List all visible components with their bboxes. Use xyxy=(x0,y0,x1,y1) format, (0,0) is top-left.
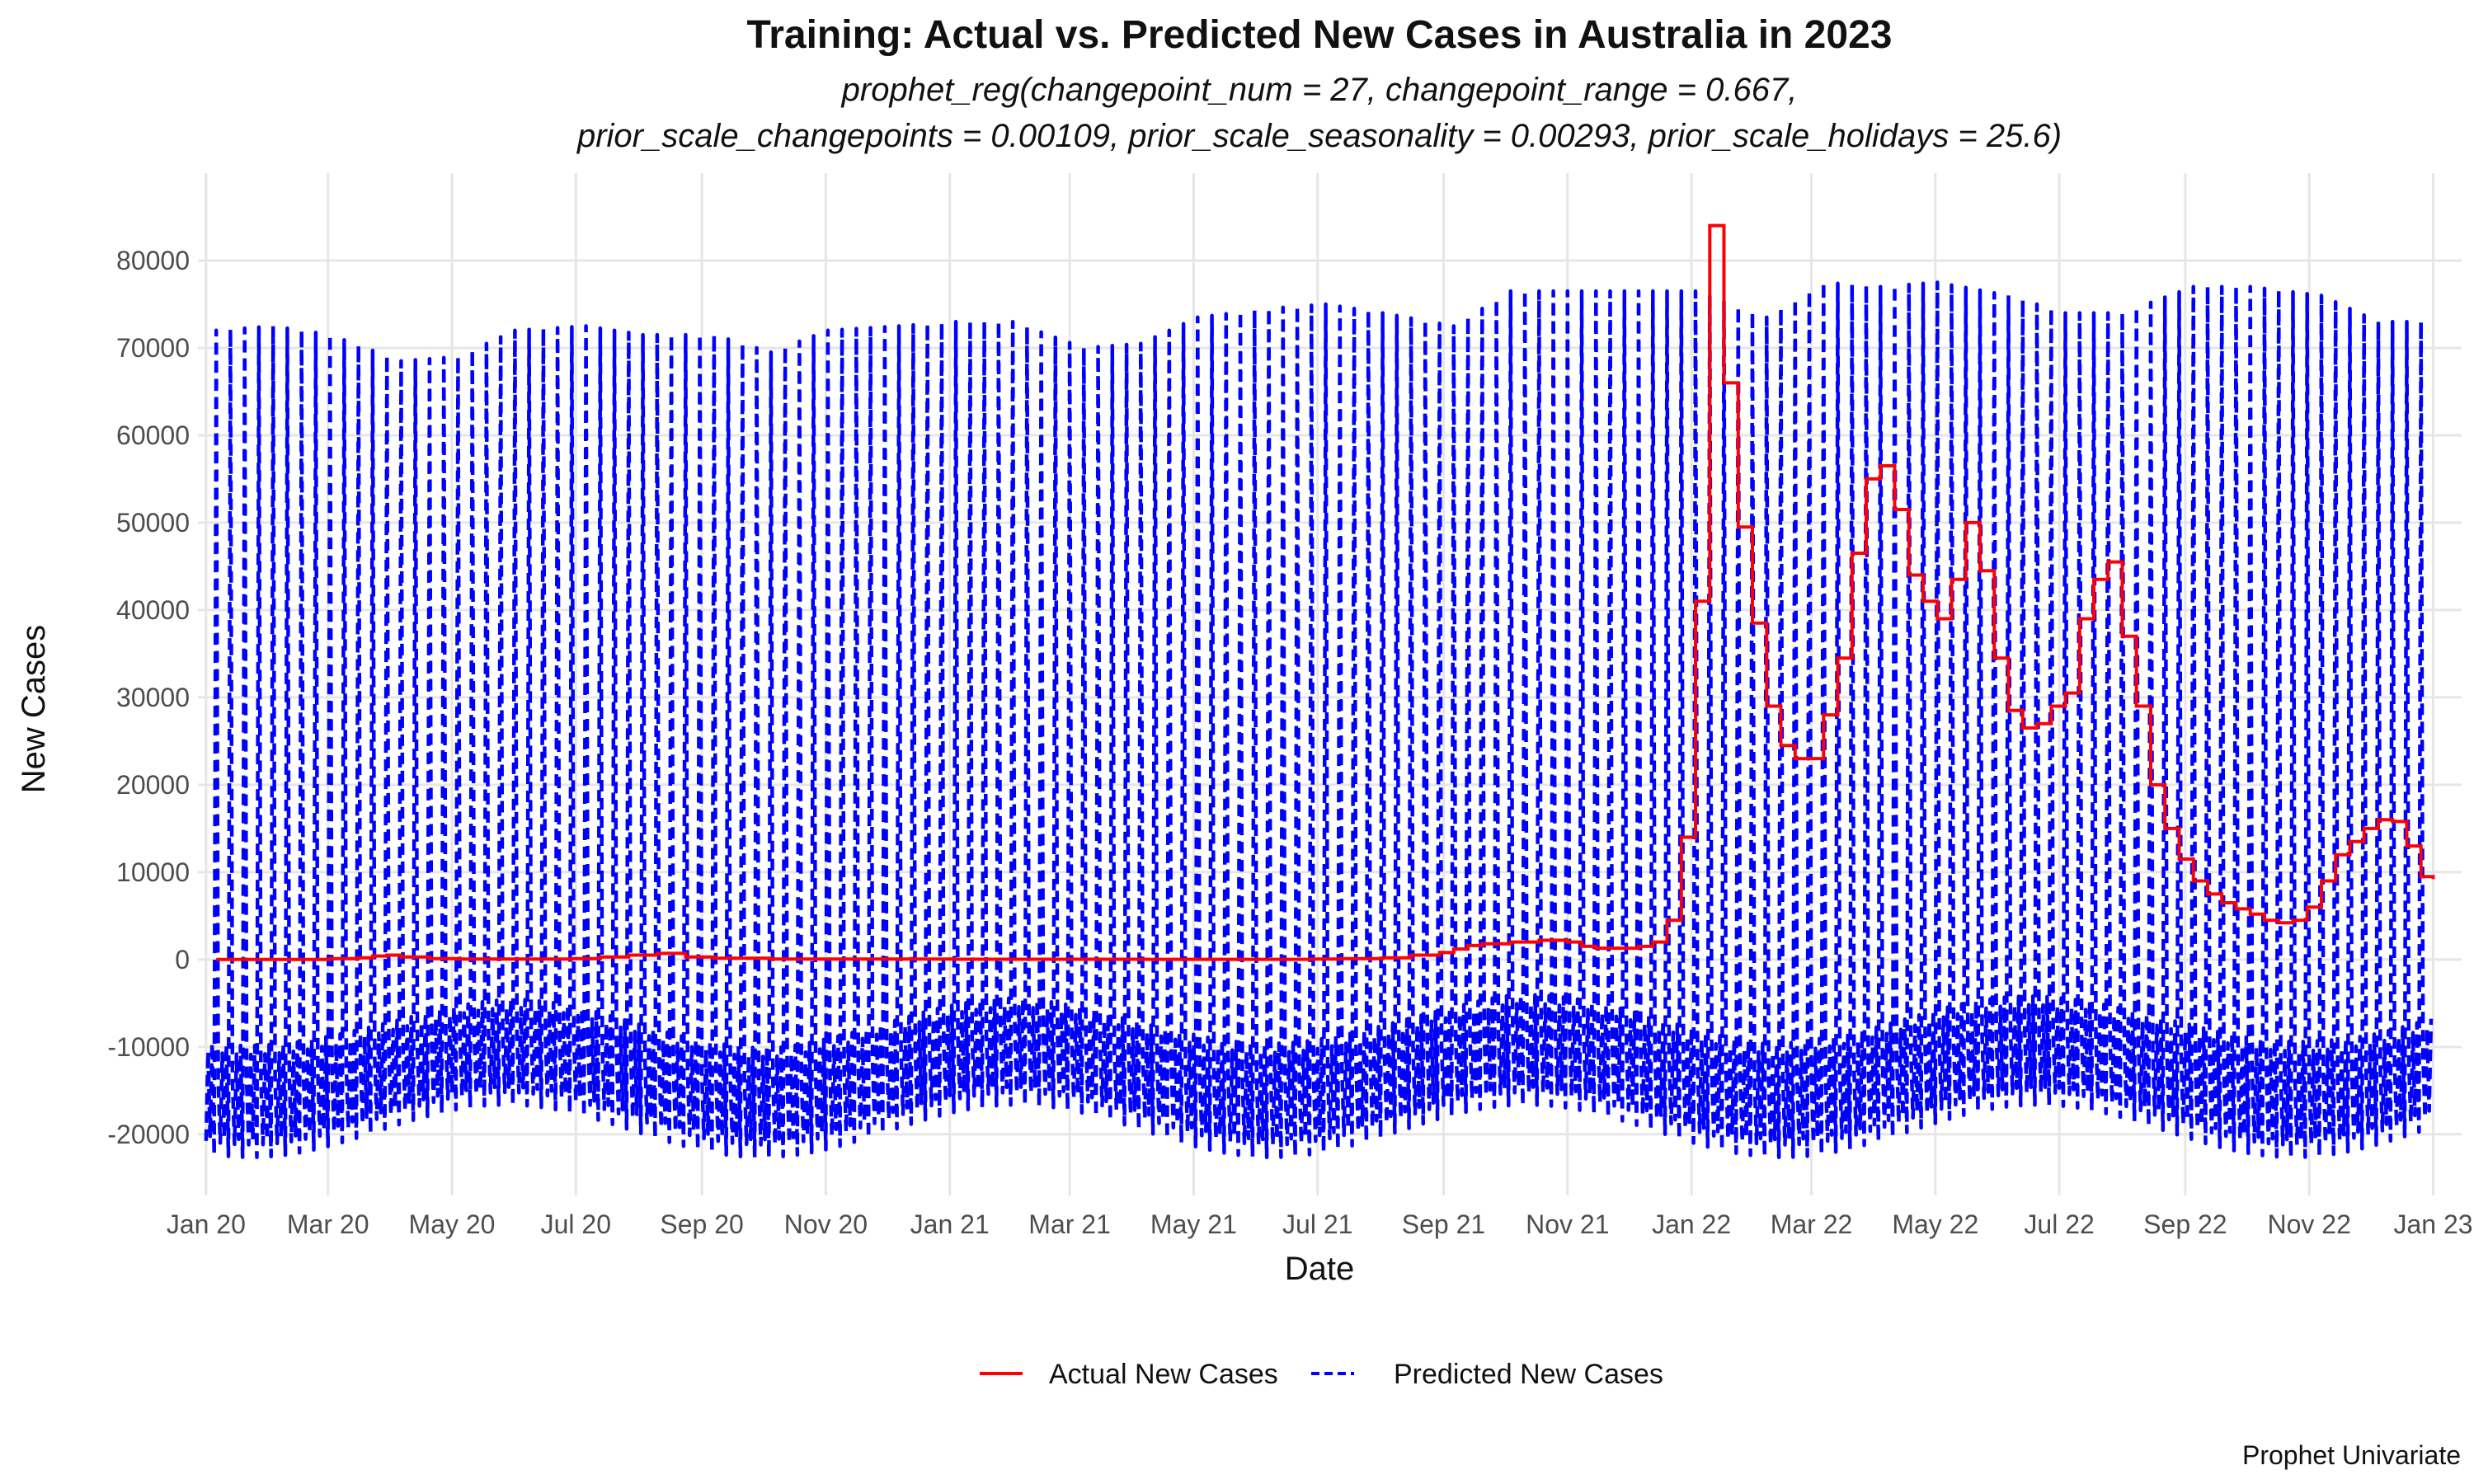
chart-subtitle-line-2: prior_scale_changepoints = 0.00109, prio… xyxy=(576,118,2062,154)
y-tick-label: -20000 xyxy=(107,1120,190,1149)
x-tick-label: Sep 21 xyxy=(1402,1209,1485,1239)
y-tick-label: 20000 xyxy=(116,770,190,800)
x-tick-label: Sep 22 xyxy=(2143,1209,2227,1239)
legend-label-predicted: Predicted New Cases xyxy=(1394,1359,1663,1390)
series-predicted-line xyxy=(204,280,2434,1160)
x-tick-label: Nov 20 xyxy=(784,1209,868,1239)
y-axis-ticks: -20000 -10000 0 10000 20000 30000 40000 50000 60… xyxy=(107,246,190,1149)
y-tick-label: 0 xyxy=(175,945,190,974)
x-tick-label: May 22 xyxy=(1892,1209,1978,1239)
x-tick-label: Jul 21 xyxy=(1282,1209,1352,1239)
y-axis-label: New Cases xyxy=(16,625,52,794)
y-tick-label: 50000 xyxy=(116,508,190,538)
x-tick-label: Jul 22 xyxy=(2024,1209,2094,1239)
x-tick-label: May 20 xyxy=(409,1209,496,1239)
legend: Actual New Cases Predicted New Cases xyxy=(980,1359,1663,1390)
legend-label-actual: Actual New Cases xyxy=(1049,1359,1278,1390)
x-tick-label: Jan 20 xyxy=(167,1209,246,1239)
series-actual-line xyxy=(216,223,2435,961)
y-tick-label: -10000 xyxy=(107,1032,190,1062)
x-tick-label: Sep 20 xyxy=(660,1209,743,1239)
y-tick-label: 70000 xyxy=(116,333,190,363)
x-tick-label: May 21 xyxy=(1150,1209,1237,1239)
x-tick-label: Jul 20 xyxy=(541,1209,611,1239)
x-tick-label: Jan 22 xyxy=(1652,1209,1731,1239)
y-tick-label: 80000 xyxy=(116,246,190,275)
chart-caption: Prophet Univariate xyxy=(2242,1440,2461,1470)
chart-title: Training: Actual vs. Predicted New Cases… xyxy=(747,13,1893,57)
x-tick-label: Mar 20 xyxy=(287,1209,369,1239)
x-axis-ticks: Jan 20 Mar 20 May 20 Jul 20 Sep 20 Nov 20 Jan … xyxy=(167,1209,2473,1239)
x-tick-label: Mar 21 xyxy=(1028,1209,1111,1239)
y-tick-label: 40000 xyxy=(116,595,190,625)
y-tick-label: 10000 xyxy=(116,857,190,887)
x-tick-label: Jan 23 xyxy=(2393,1209,2472,1239)
x-tick-label: Mar 22 xyxy=(1771,1209,1853,1239)
x-tick-label: Nov 22 xyxy=(2267,1209,2350,1239)
y-tick-label: 30000 xyxy=(116,683,190,712)
x-tick-label: Nov 21 xyxy=(1526,1209,1609,1239)
x-tick-label: Jan 21 xyxy=(910,1209,990,1239)
y-tick-label: 60000 xyxy=(116,420,190,450)
chart-subtitle-line-1: prophet_reg(changepoint_num = 27, change… xyxy=(841,72,1798,108)
x-axis-label: Date xyxy=(1285,1251,1355,1287)
plot-series xyxy=(204,223,2435,1160)
